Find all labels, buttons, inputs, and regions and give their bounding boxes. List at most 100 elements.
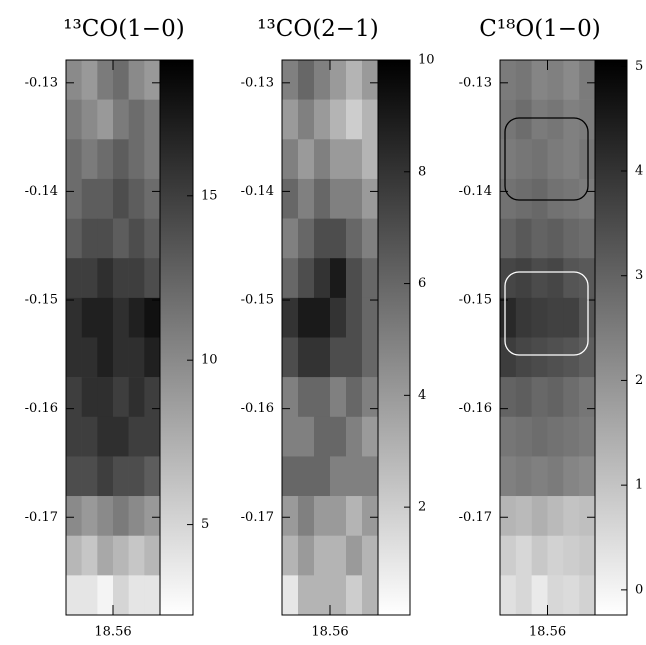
pixel — [547, 575, 564, 616]
pixel — [346, 377, 363, 418]
y-tick-label: -0.17 — [241, 510, 274, 525]
pixel — [97, 456, 114, 497]
y-tick-label: -0.15 — [459, 293, 492, 308]
pixel — [515, 416, 532, 457]
y-tick-label: -0.13 — [25, 75, 58, 90]
pixel — [97, 218, 114, 259]
pixel — [515, 456, 532, 497]
y-tick-label: -0.16 — [459, 401, 492, 416]
pixel — [144, 139, 161, 180]
pixel — [515, 178, 532, 219]
pixel — [81, 377, 98, 418]
pixel — [330, 456, 347, 497]
pixel — [113, 139, 129, 180]
pixel — [531, 99, 548, 140]
pixel — [500, 60, 517, 100]
pixel — [314, 218, 331, 259]
pixel — [500, 416, 517, 457]
pixel — [314, 416, 331, 457]
pixel — [113, 377, 129, 418]
pixel — [362, 178, 379, 219]
pixel — [97, 258, 114, 299]
pixel — [531, 456, 548, 497]
pixel — [500, 297, 517, 338]
pixel — [500, 377, 517, 418]
pixel — [314, 575, 331, 616]
colorbar-tick-label: 3 — [635, 268, 643, 283]
pixel — [113, 99, 129, 140]
pixel — [579, 139, 596, 180]
pixel — [547, 496, 564, 537]
y-tick-label: -0.16 — [25, 401, 58, 416]
y-tick-label: -0.13 — [241, 75, 274, 90]
pixel — [563, 99, 580, 140]
pixel — [547, 297, 564, 338]
pixel — [298, 456, 315, 497]
pixel — [531, 60, 548, 100]
pixel — [563, 218, 580, 259]
pixel — [500, 535, 517, 576]
x-tick-label: 18.56 — [94, 625, 131, 640]
pixel — [66, 297, 82, 338]
pixel — [282, 496, 299, 537]
pixel — [113, 218, 129, 259]
pixel — [330, 337, 347, 378]
pixel — [144, 377, 161, 418]
pixel — [362, 535, 379, 576]
pixel — [563, 535, 580, 576]
pixel — [298, 575, 315, 616]
pixel — [81, 456, 98, 497]
pixel — [515, 496, 532, 537]
pixel — [515, 258, 532, 299]
y-tick-label: -0.15 — [25, 293, 58, 308]
pixel — [579, 60, 596, 100]
pixel — [66, 575, 82, 616]
pixel — [515, 575, 532, 616]
pixel — [531, 535, 548, 576]
pixel — [515, 377, 532, 418]
pixel — [128, 575, 145, 616]
pixel — [81, 139, 98, 180]
pixel — [282, 99, 299, 140]
pixel — [298, 99, 315, 140]
pixel — [66, 258, 82, 299]
pixel — [346, 178, 363, 219]
pixel — [362, 60, 379, 100]
pixel — [346, 535, 363, 576]
pixel — [346, 297, 363, 338]
pixel — [563, 258, 580, 299]
colorbar-tick-label: 2 — [635, 373, 643, 388]
pixel — [144, 575, 161, 616]
pixel — [282, 416, 299, 457]
pixel — [97, 297, 114, 338]
frame — [281, 59, 411, 616]
pixel — [113, 60, 129, 100]
pixel — [330, 99, 347, 140]
pixel — [330, 377, 347, 418]
pixel — [330, 496, 347, 537]
colorbar — [160, 60, 193, 615]
pixel — [128, 178, 145, 219]
pixel — [547, 60, 564, 100]
pixel — [579, 99, 596, 140]
pixel — [547, 337, 564, 378]
pixel — [128, 99, 145, 140]
pixel — [298, 496, 315, 537]
pixel — [362, 297, 379, 338]
x-tick-label: 18.56 — [311, 625, 348, 640]
pixel — [579, 178, 596, 219]
pixel — [144, 496, 161, 537]
pixel — [66, 218, 82, 259]
pixel — [113, 178, 129, 219]
pixel — [531, 416, 548, 457]
pixel — [97, 178, 114, 219]
pixel — [330, 575, 347, 616]
pixel — [97, 60, 114, 100]
colorbar-tick-label: 15 — [201, 188, 218, 203]
y-tick-label: -0.13 — [459, 75, 492, 90]
pixel — [500, 178, 517, 219]
colorbar — [595, 60, 627, 615]
pixel — [515, 297, 532, 338]
pixel — [314, 456, 331, 497]
pixel — [515, 535, 532, 576]
